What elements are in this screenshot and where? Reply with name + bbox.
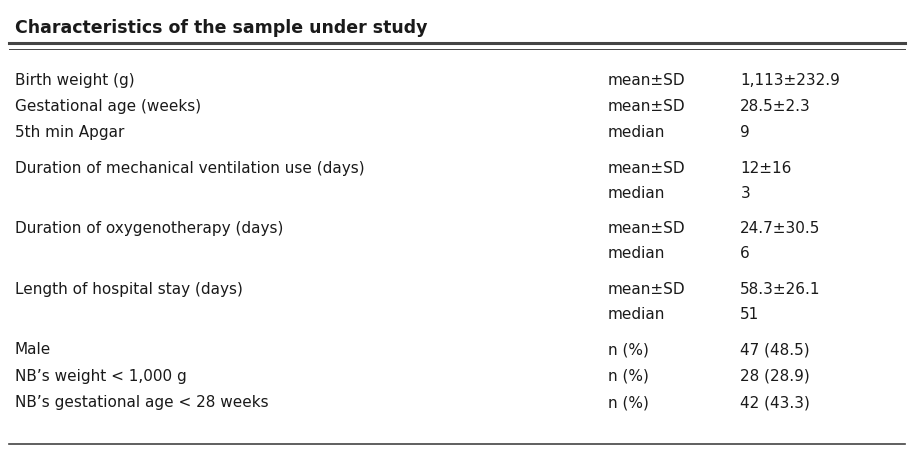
Text: median: median <box>608 186 665 201</box>
Text: median: median <box>608 125 665 140</box>
Text: mean±SD: mean±SD <box>608 99 686 114</box>
Text: 3: 3 <box>740 186 750 201</box>
Text: 42 (43.3): 42 (43.3) <box>740 395 810 410</box>
Text: Male: Male <box>15 342 51 357</box>
Text: Length of hospital stay (days): Length of hospital stay (days) <box>15 282 242 297</box>
Text: mean±SD: mean±SD <box>608 282 686 297</box>
Text: median: median <box>608 246 665 261</box>
Text: mean±SD: mean±SD <box>608 221 686 236</box>
Text: 58.3±26.1: 58.3±26.1 <box>740 282 821 297</box>
Text: n (%): n (%) <box>608 342 649 357</box>
Text: 5th min Apgar: 5th min Apgar <box>15 125 124 140</box>
Text: 28.5±2.3: 28.5±2.3 <box>740 99 811 114</box>
Text: 9: 9 <box>740 125 750 140</box>
Text: 12±16: 12±16 <box>740 161 792 176</box>
Text: mean±SD: mean±SD <box>608 73 686 87</box>
Text: Duration of mechanical ventilation use (days): Duration of mechanical ventilation use (… <box>15 161 365 176</box>
Text: 51: 51 <box>740 307 760 322</box>
Text: 47 (48.5): 47 (48.5) <box>740 342 810 357</box>
Text: Gestational age (weeks): Gestational age (weeks) <box>15 99 201 114</box>
Text: n (%): n (%) <box>608 395 649 410</box>
Text: NB’s weight < 1,000 g: NB’s weight < 1,000 g <box>15 369 186 383</box>
Text: mean±SD: mean±SD <box>608 161 686 176</box>
Text: NB’s gestational age < 28 weeks: NB’s gestational age < 28 weeks <box>15 395 268 410</box>
Text: 28 (28.9): 28 (28.9) <box>740 369 810 383</box>
Text: 1,113±232.9: 1,113±232.9 <box>740 73 840 87</box>
Text: median: median <box>608 307 665 322</box>
Text: Birth weight (g): Birth weight (g) <box>15 73 134 87</box>
Text: Duration of oxygenotherapy (days): Duration of oxygenotherapy (days) <box>15 221 283 236</box>
Text: 6: 6 <box>740 246 750 261</box>
Text: n (%): n (%) <box>608 369 649 383</box>
Text: 24.7±30.5: 24.7±30.5 <box>740 221 821 236</box>
Text: Characteristics of the sample under study: Characteristics of the sample under stud… <box>15 19 427 37</box>
